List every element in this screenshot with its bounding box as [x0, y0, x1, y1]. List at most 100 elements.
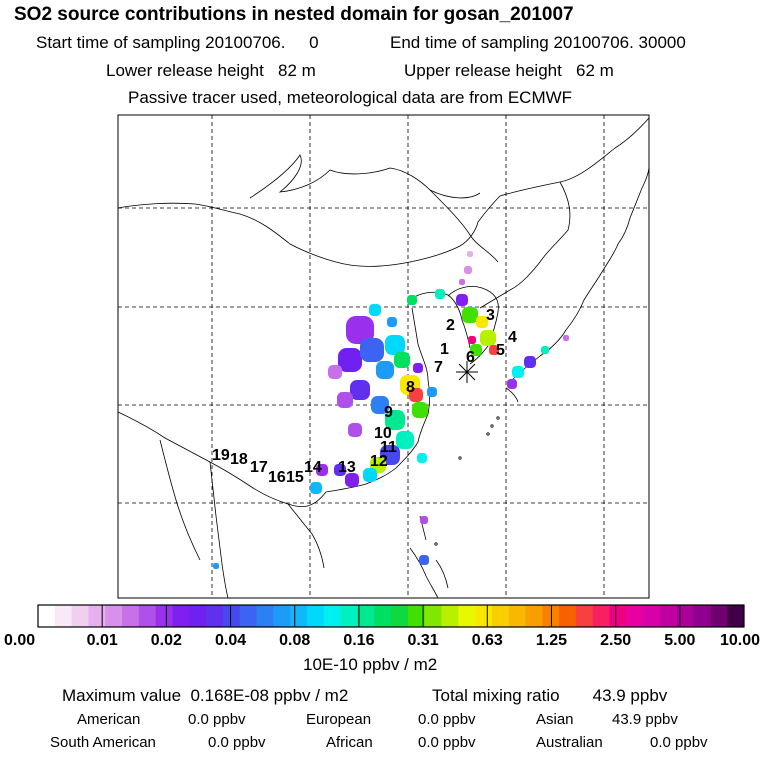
source-label: 18 — [230, 451, 248, 468]
end-time-label: End time of sampling 20100706. 30000 — [390, 33, 686, 52]
region-value-south-american: 0.0 ppbv — [208, 734, 266, 751]
concentration-cell — [310, 482, 322, 494]
total-mixing-label: Total mixing ratio 43.9 ppbv — [432, 686, 668, 705]
region-name-asian: Asian — [536, 711, 574, 728]
concentration-cell — [470, 344, 482, 356]
concentration-cell — [394, 352, 410, 368]
color-scale-cell — [407, 605, 426, 627]
color-scale-cell — [155, 605, 173, 627]
concentration-cell — [385, 410, 405, 430]
concentration-cell — [316, 464, 328, 476]
color-scale-tick-label: 0.08 — [279, 632, 310, 649]
concentration-cell — [396, 431, 414, 449]
color-scale-cell — [340, 605, 358, 627]
concentration-field — [213, 251, 569, 569]
color-scale-cell — [458, 605, 476, 627]
concentration-cell — [419, 555, 429, 565]
concentration-cell — [412, 402, 428, 418]
color-scale-tick-label: 0.04 — [215, 632, 246, 649]
source-label: 13 — [338, 459, 356, 476]
source-label: 5 — [496, 342, 505, 359]
color-scale-cell — [256, 605, 274, 627]
concentration-cell — [345, 473, 359, 487]
region-value-american: 0.0 ppbv — [188, 711, 246, 728]
concentration-cell — [409, 388, 423, 402]
color-scale-cell — [54, 605, 73, 627]
concentration-cell — [413, 363, 423, 373]
color-scale-tick-label: 0.01 — [87, 632, 118, 649]
color-scale-unit: 10E-10 ppbv / m2 — [303, 655, 438, 674]
concentration-cell — [417, 453, 427, 463]
color-scale: 0.00 0.01 0.02 0.04 0.08 0.16 0.31 0.63 1.25 2.50… — [4, 604, 760, 649]
chart-title: SO2 source contributions in nested domai… — [14, 4, 574, 25]
color-scale-cell — [122, 605, 140, 627]
color-scale-tick-label: 0.31 — [408, 632, 439, 649]
concentration-cell — [480, 330, 496, 346]
color-scale-cell — [626, 605, 644, 627]
color-scale-cell — [559, 605, 577, 627]
color-scale-cell — [676, 605, 694, 627]
color-scale-cell — [710, 605, 728, 627]
color-scale-cell — [424, 605, 442, 627]
concentration-cell — [338, 348, 362, 372]
color-scale-cell — [441, 605, 459, 627]
color-scale-cell — [138, 605, 157, 627]
concentration-cell — [489, 345, 499, 355]
color-scale-cell — [491, 605, 510, 627]
concentration-cell — [360, 338, 384, 362]
source-label: 14 — [304, 459, 322, 476]
color-scale-cell — [222, 605, 241, 627]
concentration-cell — [467, 251, 473, 257]
color-scale-cell — [508, 605, 526, 627]
color-scale-cell — [609, 605, 627, 627]
color-scale-cell — [105, 605, 123, 627]
region-name-african: African — [326, 734, 373, 751]
source-label: 16 — [268, 469, 286, 486]
concentration-cell — [459, 279, 465, 285]
color-scale-cell — [643, 605, 661, 627]
color-scale-cell — [306, 605, 325, 627]
color-scale-cells — [38, 605, 745, 627]
source-label: 15 — [286, 469, 304, 486]
color-scale-tick-label: 0.63 — [472, 632, 503, 649]
source-label: 8 — [406, 379, 415, 396]
color-scale-tick-label: 5.00 — [664, 632, 695, 649]
lower-release-label: Lower release height 82 m — [106, 61, 316, 80]
region-name-european: European — [306, 711, 372, 728]
color-scale-cell — [542, 605, 560, 627]
color-scale-cell — [525, 605, 543, 627]
color-scale-cell — [659, 605, 678, 627]
color-scale-tick-label: 0.00 — [4, 632, 35, 649]
concentration-cell — [350, 380, 370, 400]
source-label: 12 — [370, 453, 388, 470]
concentration-cell — [427, 387, 437, 397]
concentration-cell — [348, 423, 362, 437]
color-scale-cell — [38, 605, 56, 627]
concentration-cell — [507, 379, 517, 389]
region-value-african: 0.0 ppbv — [418, 734, 476, 751]
color-scale-cell — [575, 605, 594, 627]
region-name-south-american: South American — [50, 734, 156, 751]
concentration-cell — [328, 365, 342, 379]
source-label: 17 — [250, 459, 268, 476]
color-scale-cell — [323, 605, 341, 627]
color-scale-cell — [239, 605, 257, 627]
color-scale-cell — [727, 605, 745, 627]
source-label: 9 — [384, 404, 393, 421]
concentration-cell — [462, 307, 478, 323]
concentration-cell — [376, 361, 394, 379]
source-label: 10 — [374, 425, 392, 442]
region-value-australian: 0.0 ppbv — [650, 734, 708, 751]
source-label: 2 — [446, 317, 455, 334]
color-scale-cell — [290, 605, 308, 627]
source-label: 11 — [380, 439, 397, 456]
concentration-cell — [363, 468, 377, 482]
concentration-cell — [464, 266, 472, 274]
concentration-cell — [337, 392, 353, 408]
concentration-cell — [468, 336, 476, 344]
tracer-note: Passive tracer used, meteorological data… — [128, 88, 573, 107]
upper-release-label: Upper release height 62 m — [404, 61, 614, 80]
color-scale-tick-label: 2.50 — [600, 632, 631, 649]
